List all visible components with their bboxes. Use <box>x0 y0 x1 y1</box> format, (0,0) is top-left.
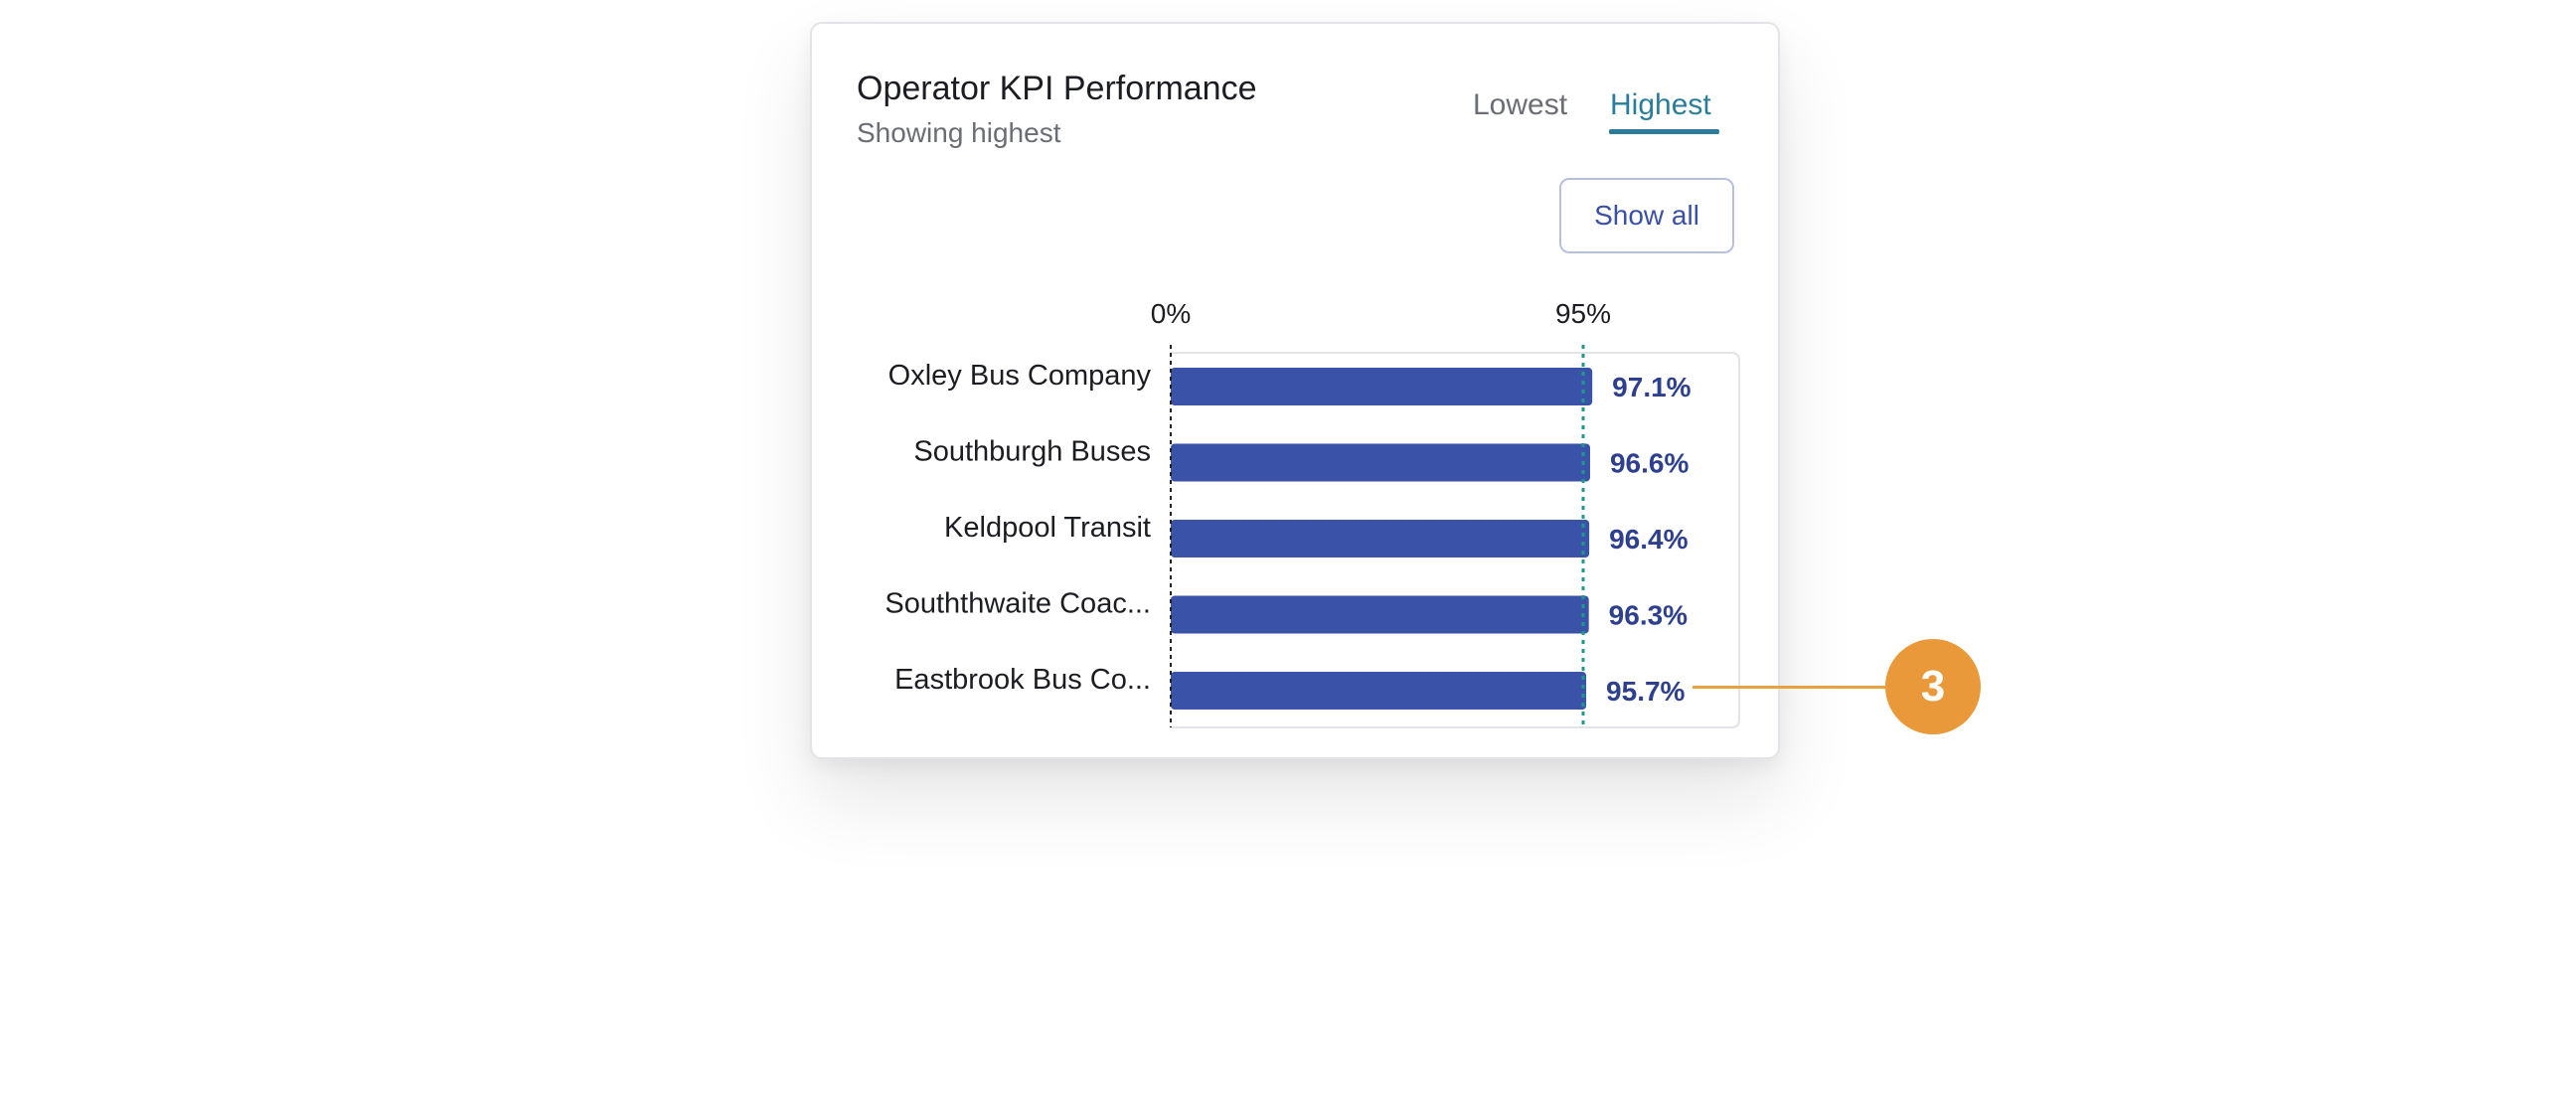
bar <box>1171 595 1589 634</box>
bar-category-label: Keldpool Transit <box>944 512 1151 544</box>
bar-value-label: 97.1% <box>1612 372 1690 402</box>
bar-value-label: 95.7% <box>1606 676 1685 707</box>
callout-badge: 3 <box>1885 639 1981 734</box>
bar <box>1171 520 1590 557</box>
axis-tick-label: 0% <box>1151 298 1191 329</box>
bar-category-label: Southburgh Buses <box>913 436 1151 468</box>
show-all-button[interactable]: Show all <box>1559 178 1734 253</box>
bar <box>1171 368 1593 405</box>
active-tab-indicator <box>1609 129 1719 134</box>
card-subtitle: Showing highest <box>857 117 1061 148</box>
bar <box>1171 672 1587 710</box>
card-title: Operator KPI Performance <box>857 70 1257 107</box>
plot-frame <box>1171 352 1740 728</box>
bar-category-label: Eastbrook Bus Co... <box>894 664 1151 696</box>
tab-lowest[interactable]: Lowest <box>1473 88 1568 121</box>
bar-category-label: Oxley Bus Company <box>888 360 1152 392</box>
kpi-performance-card: Operator KPI Performance Showing highest… <box>810 22 1780 759</box>
bar <box>1171 443 1590 482</box>
bar-value-label: 96.3% <box>1609 600 1688 631</box>
callout-connector <box>1692 686 1886 689</box>
tab-highest[interactable]: Highest <box>1610 88 1711 121</box>
axis-tick-label: 95% <box>1555 298 1611 329</box>
bar-value-label: 96.6% <box>1610 448 1689 479</box>
bar-value-label: 96.4% <box>1609 524 1688 555</box>
bar-category-label: Souththwaite Coac... <box>885 588 1151 620</box>
